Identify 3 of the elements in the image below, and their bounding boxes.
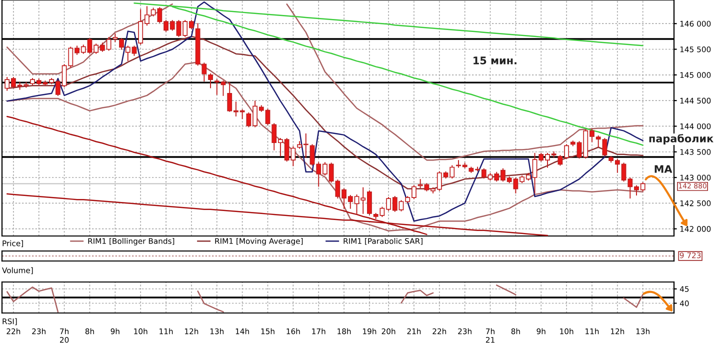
text: MA bbox=[654, 165, 672, 173]
annotation: 15 мин. bbox=[474, 56, 516, 64]
text: параболик bbox=[649, 134, 714, 144]
